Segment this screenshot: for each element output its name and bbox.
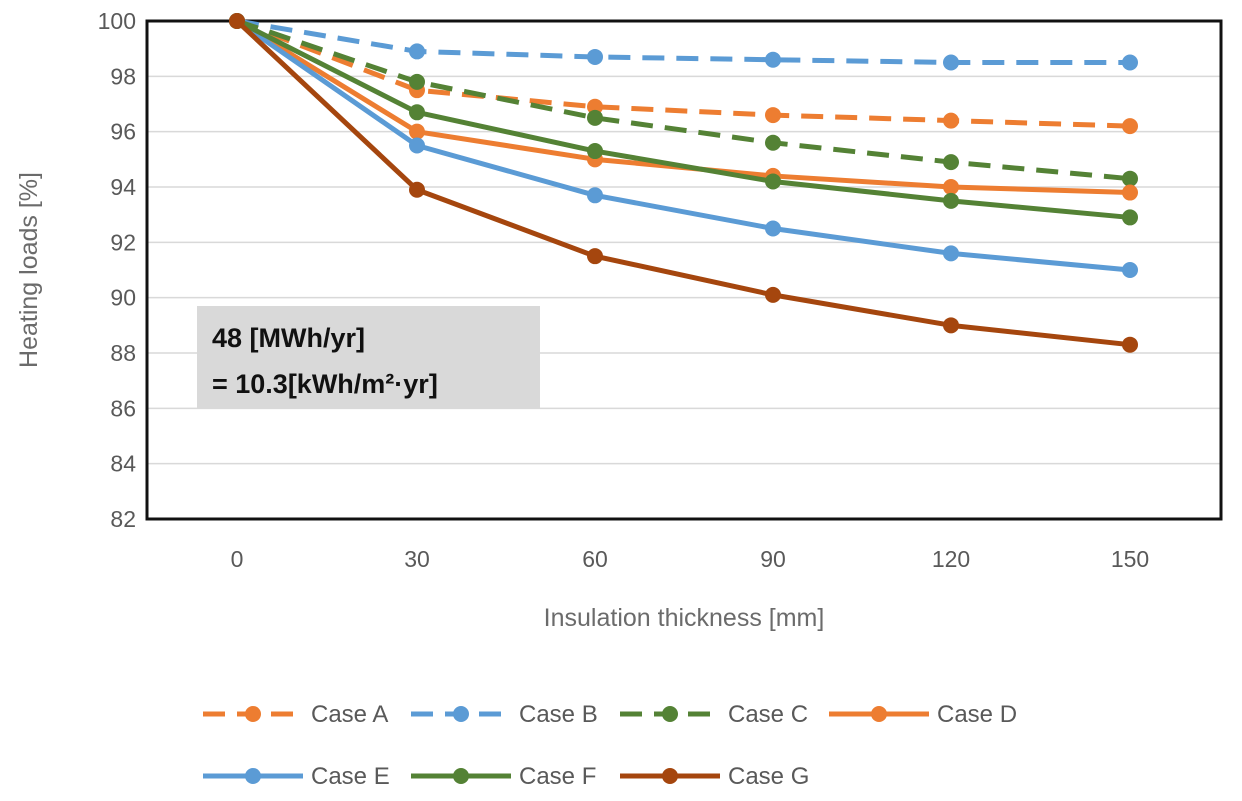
series-lines	[229, 13, 1138, 353]
legend-item-case-a: Case A	[203, 701, 388, 728]
annotation-line-1: 48 [MWh/yr]	[212, 323, 365, 353]
y-axis-title: Heating loads [%]	[15, 172, 43, 368]
legend-label: Case A	[311, 701, 388, 728]
x-tick-label: 0	[231, 546, 244, 572]
y-tick-label: 82	[110, 506, 136, 532]
y-tick-label: 84	[110, 451, 136, 477]
series-line	[236, 18, 1130, 65]
legend-marker	[871, 706, 887, 722]
data-point	[765, 220, 781, 237]
legend-label: Case E	[311, 763, 390, 790]
data-point	[1122, 336, 1138, 353]
series-case-a	[229, 13, 1138, 135]
x-tick-label: 60	[582, 546, 608, 572]
data-point	[409, 137, 425, 154]
legend-marker	[662, 706, 678, 722]
data-point	[229, 13, 245, 29]
data-point	[1122, 118, 1138, 135]
legend-marker	[245, 706, 261, 722]
x-tick-label: 120	[932, 546, 970, 572]
y-axis-ticks: 82 84 86 88 90 92 94 96 98 100	[98, 8, 137, 532]
series-line	[236, 18, 1131, 182]
data-point	[943, 112, 959, 129]
annotation-background	[197, 306, 540, 409]
x-tick-label: 30	[404, 546, 430, 572]
data-point	[587, 48, 603, 65]
plot-area-frame	[145, 19, 1223, 521]
y-tick-label: 98	[110, 63, 136, 89]
legend-item-case-d: Case D	[829, 701, 1017, 728]
y-tick-label: 100	[98, 8, 136, 34]
data-point	[943, 54, 959, 71]
annotation-line-2: = 10.3[kWh/m²·yr]	[212, 369, 438, 399]
data-point	[943, 245, 959, 262]
y-tick-label: 96	[110, 119, 136, 145]
legend-item-case-f: Case F	[411, 763, 596, 790]
y-tick-label: 90	[110, 285, 136, 311]
legend-marker	[245, 768, 261, 784]
data-point	[409, 73, 425, 90]
x-axis-ticks: 0 30 60 90 120 150	[231, 546, 1150, 572]
x-axis-title: Insulation thickness [mm]	[544, 604, 825, 632]
data-point	[409, 123, 425, 140]
data-point	[1122, 262, 1138, 278]
data-point	[765, 173, 781, 190]
series-line	[236, 18, 1131, 129]
data-point	[587, 187, 603, 204]
y-tick-label: 92	[110, 229, 136, 255]
legend-marker	[453, 706, 469, 722]
legend-marker	[662, 768, 678, 784]
y-tick-label: 86	[110, 395, 136, 421]
data-point	[587, 248, 603, 265]
data-point	[765, 107, 781, 124]
legend-item-case-c: Case C	[620, 701, 808, 728]
data-point	[587, 98, 603, 115]
data-point	[943, 317, 959, 334]
data-point	[409, 43, 425, 60]
data-point	[1122, 184, 1138, 201]
series-line	[235, 18, 1131, 273]
legend-item-case-g: Case G	[620, 763, 809, 790]
legend-label: Case B	[519, 701, 598, 728]
series-line	[235, 18, 1131, 220]
legend-item-case-b: Case B	[411, 701, 598, 728]
data-point	[409, 104, 425, 121]
series-line	[235, 19, 1131, 348]
x-tick-label: 150	[1111, 546, 1149, 572]
data-point	[587, 109, 603, 126]
series-case-f	[229, 13, 1138, 226]
data-point	[765, 51, 781, 68]
legend: Case A Case B Case C Case D Case E Case F Case…	[203, 701, 1017, 790]
data-point	[1122, 209, 1138, 226]
annotation-box: 48 [MWh/yr] = 10.3[kWh/m²·yr]	[197, 306, 540, 409]
x-tick-label: 90	[760, 546, 786, 572]
data-point	[943, 192, 959, 209]
series-case-e	[229, 13, 1138, 278]
legend-item-case-e: Case E	[203, 763, 390, 790]
data-point	[765, 286, 781, 303]
data-point	[943, 179, 959, 195]
y-tick-label: 88	[110, 340, 136, 366]
legend-label: Case G	[728, 763, 809, 790]
data-point	[409, 181, 425, 198]
data-point	[1122, 170, 1138, 187]
y-tick-label: 94	[110, 174, 136, 200]
data-point	[1122, 54, 1138, 71]
legend-label: Case C	[728, 701, 808, 728]
legend-label: Case D	[937, 701, 1017, 728]
data-point	[943, 154, 959, 171]
series-case-g	[229, 13, 1138, 353]
legend-marker	[453, 768, 469, 784]
data-point	[587, 143, 603, 160]
legend-label: Case F	[519, 763, 596, 790]
data-point	[765, 134, 781, 151]
